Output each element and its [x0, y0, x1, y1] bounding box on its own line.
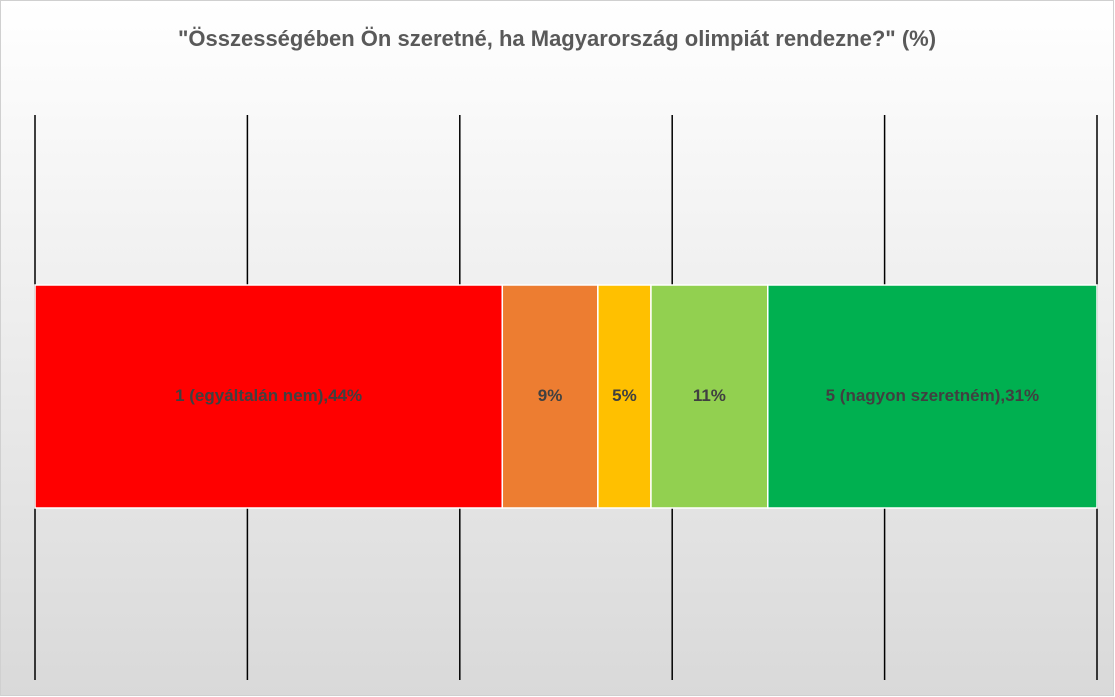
bar-segment	[767, 284, 1098, 509]
bar-segment	[597, 284, 652, 509]
chart-title: "Összességében Ön szeretné, ha Magyarors…	[178, 26, 936, 51]
data-label: 9%	[538, 386, 563, 405]
data-label: 1 (egyáltalán nem),44%	[175, 386, 362, 405]
bar-segment	[650, 284, 769, 509]
data-label: 11%	[693, 386, 726, 405]
data-label: 5%	[612, 386, 637, 405]
data-label: 5 (nagyon szeretném),31%	[826, 386, 1040, 405]
